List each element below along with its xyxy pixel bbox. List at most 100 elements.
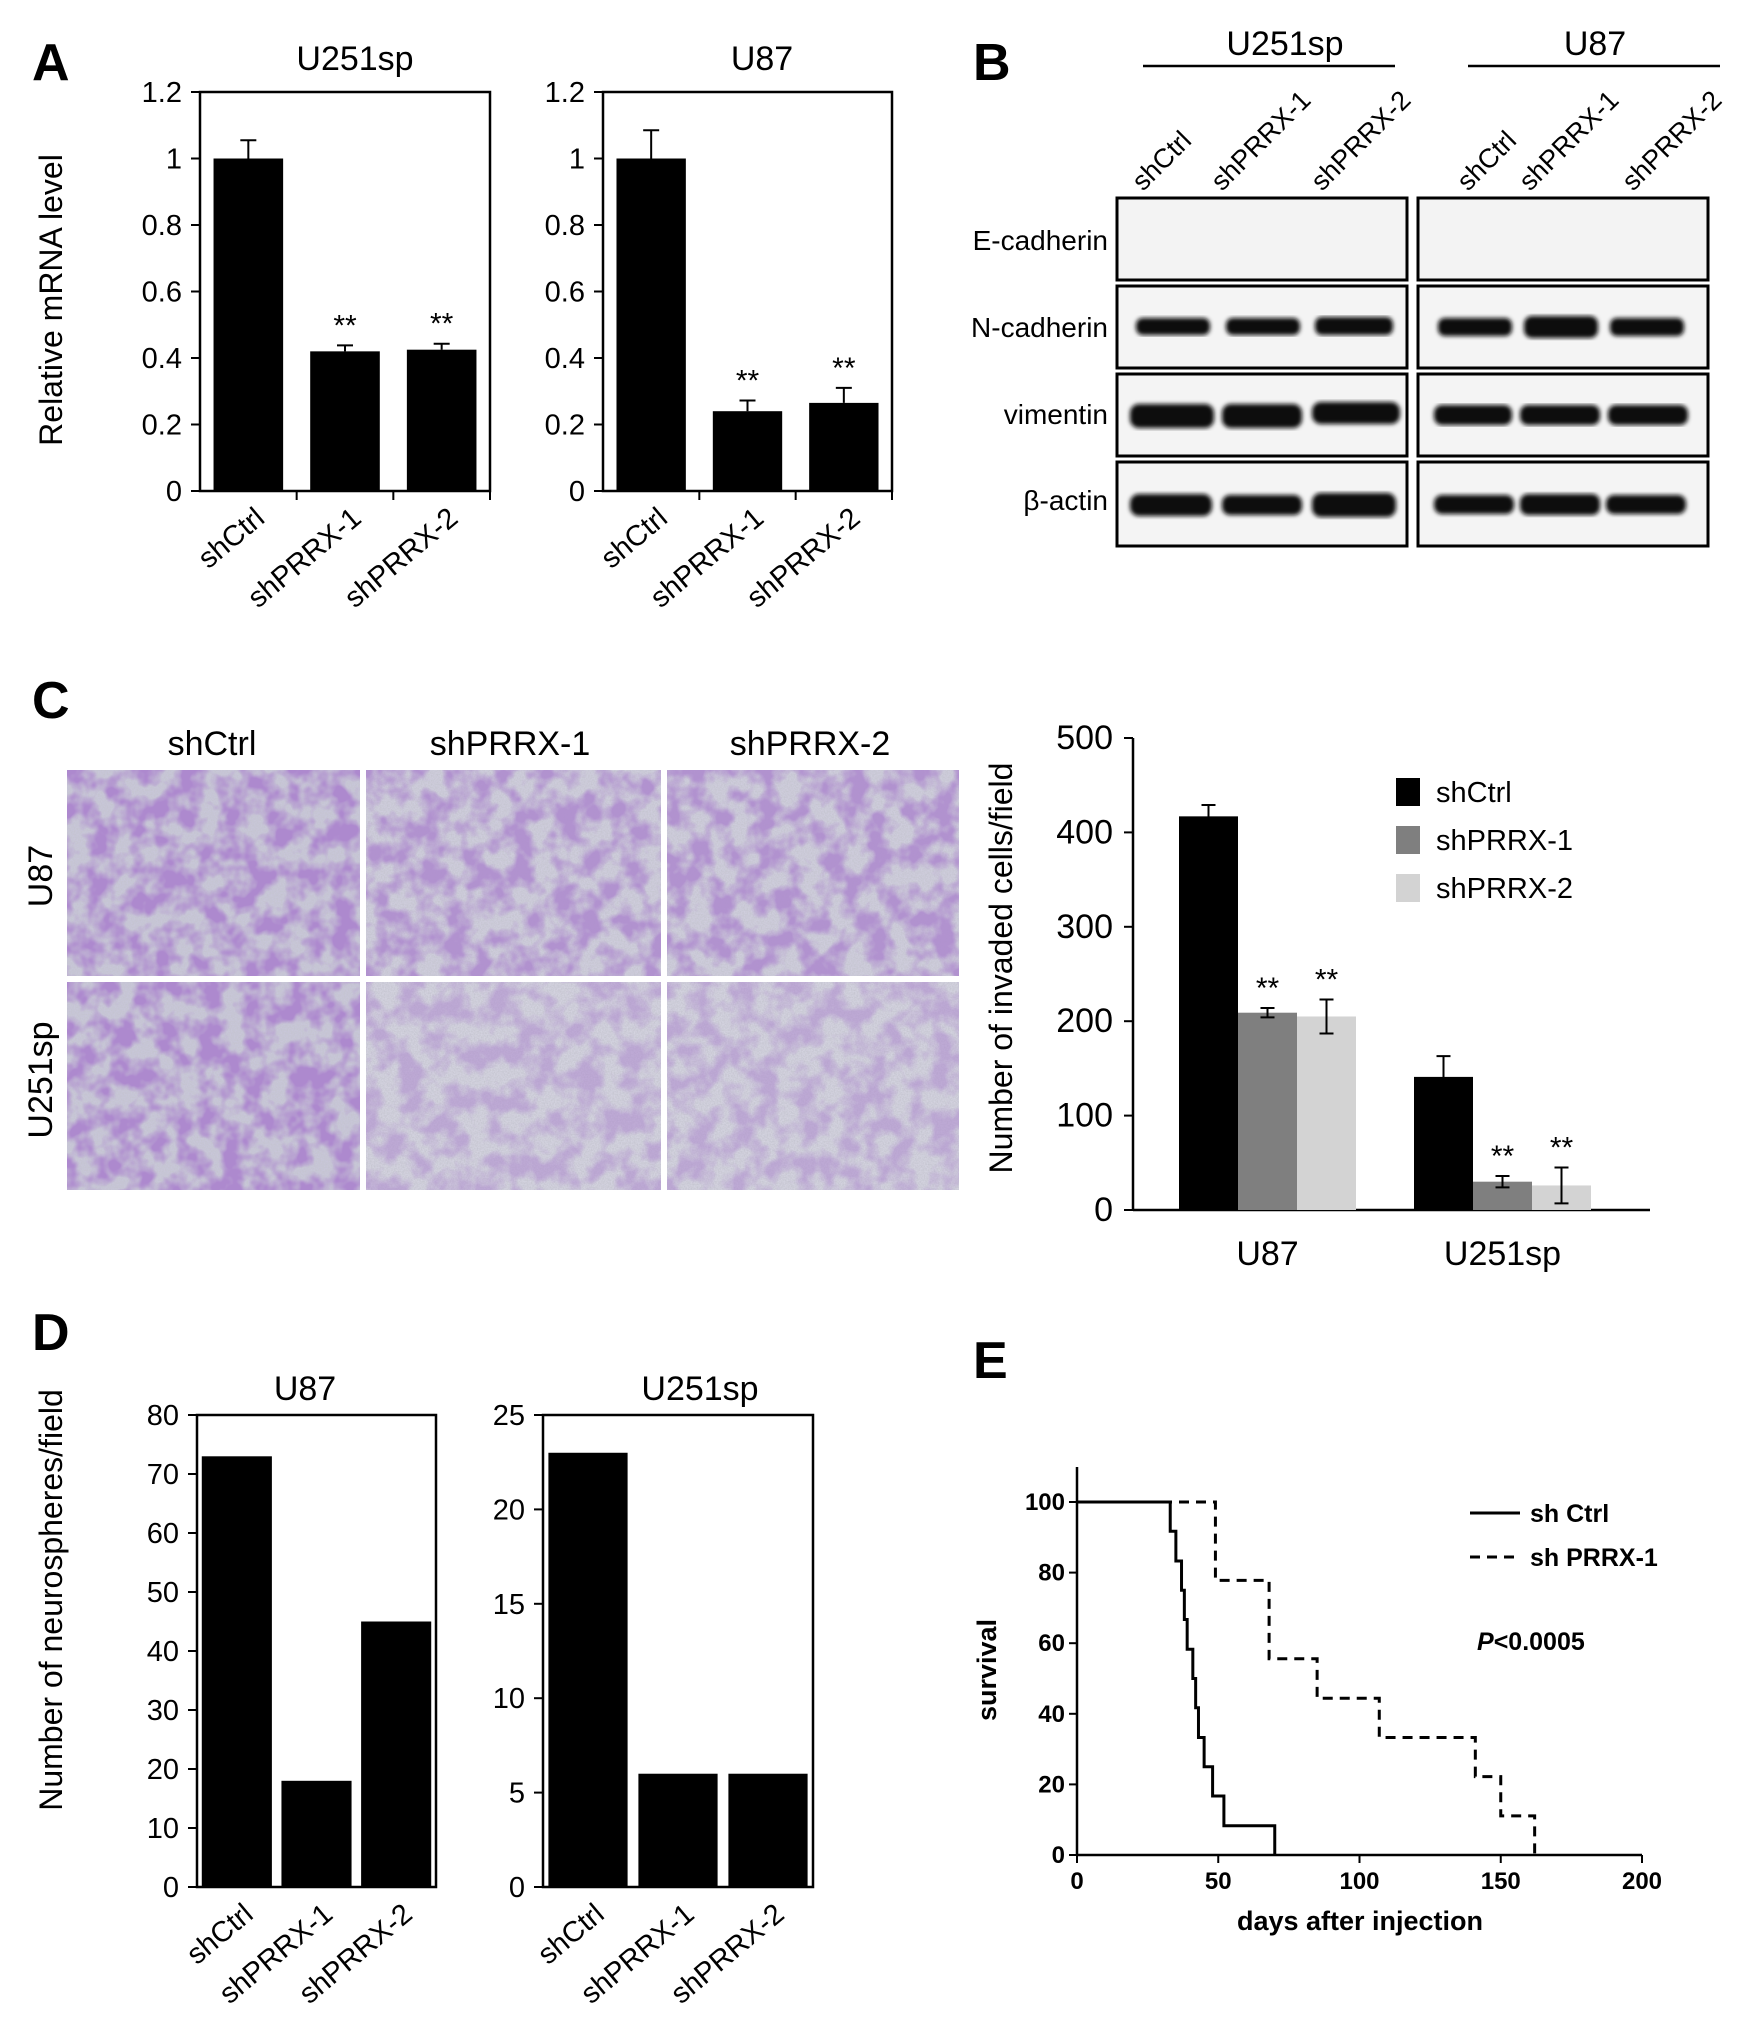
y-tick-label: 10	[147, 1813, 179, 1845]
y-tick-label: 80	[147, 1400, 179, 1432]
panel-letter-e: E	[973, 1332, 1008, 1390]
error-bar	[1495, 1175, 1510, 1189]
y-tick-label: 30	[147, 1695, 179, 1727]
legend-swatch	[1396, 778, 1420, 806]
y-tick-label: 100	[1056, 1097, 1113, 1135]
micrograph-u251sp-shprrx-2	[667, 982, 959, 1190]
y-tick-label: 25	[493, 1400, 525, 1432]
blot-row-label-vimentin: vimentin	[1004, 399, 1108, 430]
bar	[213, 158, 284, 491]
blot-e-cadherin-u87	[1416, 196, 1710, 282]
y-tick-label: 100	[1025, 1489, 1065, 1516]
error-bar	[240, 139, 257, 159]
bar	[1238, 1012, 1297, 1210]
y-tick-label: 0.2	[142, 410, 182, 442]
error-bar	[835, 386, 852, 403]
x-tick-label: 0	[1070, 1868, 1083, 1895]
error-bar	[1319, 998, 1334, 1035]
x-tick-label: 150	[1481, 1868, 1521, 1895]
chart-title: U251sp	[296, 40, 413, 78]
chart-d-u87: Number of neurospheres/field U87 0 10 20 30…	[33, 1370, 438, 2010]
x-tick-label: 50	[1205, 1868, 1232, 1895]
y-tick-label: 0.4	[142, 343, 182, 375]
y-tick-label: 400	[1056, 813, 1113, 851]
y-tick-label: 0	[163, 1872, 179, 1904]
bar	[548, 1452, 628, 1887]
y-tick-label: 5	[509, 1778, 525, 1810]
y-tick-label: 0.8	[142, 210, 182, 242]
bar	[1414, 1076, 1473, 1210]
chart-title: U87	[731, 40, 793, 78]
legend-label: shPRRX-1	[1436, 825, 1573, 857]
lane-label: shCtrl	[1126, 125, 1197, 196]
y-tick-label: 1	[569, 144, 585, 176]
y-tick-label: 1	[166, 144, 182, 176]
bar	[809, 402, 879, 491]
y-tick-label: 1.2	[545, 77, 585, 109]
y-tick-label: 0	[1052, 1842, 1065, 1869]
y-tick-label: 20	[493, 1494, 525, 1526]
y-axis-label: Number of invaded cells/field	[983, 763, 1019, 1174]
micrograph-u87-shprrx-2	[667, 770, 959, 976]
blot-beta-actin-u251sp	[1115, 460, 1409, 548]
y-tick-label: 0.6	[545, 277, 585, 309]
blot-n-cadherin-u87	[1416, 284, 1710, 370]
significance-marker: **	[430, 308, 454, 341]
blot-vimentin-u87	[1416, 372, 1710, 458]
legend-label: sh Ctrl	[1530, 1500, 1609, 1528]
blot-row-label-beta-actin: β-actin	[1023, 485, 1108, 516]
lane-label: shPRRX-1	[1205, 85, 1316, 196]
x-tick-label: 100	[1339, 1868, 1379, 1895]
panel-letter-d: D	[32, 1304, 70, 1362]
error-bar	[1554, 1166, 1569, 1205]
y-tick-label: 10	[493, 1683, 525, 1715]
error-bar	[643, 129, 660, 159]
column-label: shPRRX-2	[730, 725, 891, 763]
y-tick-label: 60	[147, 1518, 179, 1550]
x-tick-label: 200	[1622, 1868, 1662, 1895]
column-label: shPRRX-1	[430, 725, 591, 763]
error-bar	[739, 399, 756, 412]
y-tick-label: 0.8	[545, 210, 585, 242]
blot-e-cadherin-u251sp	[1115, 196, 1409, 282]
x-tick-label: shCtrl	[532, 1898, 611, 1971]
x-tick-label: U87	[1236, 1235, 1298, 1273]
y-axis-label: Number of neurospheres/field	[33, 1389, 69, 1811]
y-tick-label: 40	[147, 1636, 179, 1668]
blot-row-label-n-cadherin: N-cadherin	[971, 312, 1108, 343]
y-tick-label: 0	[509, 1872, 525, 1904]
lane-label: shPRRX-2	[1616, 85, 1727, 196]
lane-label: shPRRX-2	[1305, 85, 1416, 196]
y-tick-label: 20	[147, 1754, 179, 1786]
blot-group-label-u251sp: U251sp	[1226, 25, 1343, 63]
y-tick-label: 300	[1056, 908, 1113, 946]
bar	[310, 351, 380, 491]
micrograph-u87-shctrl	[67, 770, 360, 976]
lane-label: shCtrl	[1451, 125, 1522, 196]
blot-beta-actin-u87	[1416, 460, 1710, 548]
invasion-micrographs: shCtrl shPRRX-1 shPRRX-2 U87 U251sp	[22, 725, 959, 1190]
y-tick-label: 0.2	[545, 410, 585, 442]
significance-marker: **	[1256, 972, 1280, 1005]
bar	[281, 1780, 352, 1887]
y-tick-label: 0.4	[545, 343, 585, 375]
x-axis-label: days after injection	[1237, 1906, 1483, 1936]
bar	[201, 1456, 272, 1887]
column-label: shCtrl	[168, 725, 257, 763]
bar	[361, 1621, 432, 1887]
y-tick-label: 80	[1038, 1560, 1065, 1587]
y-tick-label: 0	[166, 476, 182, 508]
y-tick-label: 0	[1094, 1191, 1113, 1229]
chart-title: U87	[274, 1370, 336, 1408]
y-tick-label: 500	[1056, 719, 1113, 757]
micrograph-u251sp-shctrl	[67, 982, 360, 1190]
blot-vimentin-u251sp	[1115, 372, 1409, 458]
blot-n-cadherin-u251sp	[1115, 284, 1409, 370]
chart-e-survival: survival days after injection 0 20 40 60 80 1…	[972, 1467, 1662, 1936]
significance-marker: **	[1491, 1140, 1515, 1173]
y-tick-label: 0	[569, 476, 585, 508]
y-tick-label: 1.2	[142, 77, 182, 109]
y-tick-label: 0.6	[142, 277, 182, 309]
y-tick-label: 40	[1038, 1701, 1065, 1728]
